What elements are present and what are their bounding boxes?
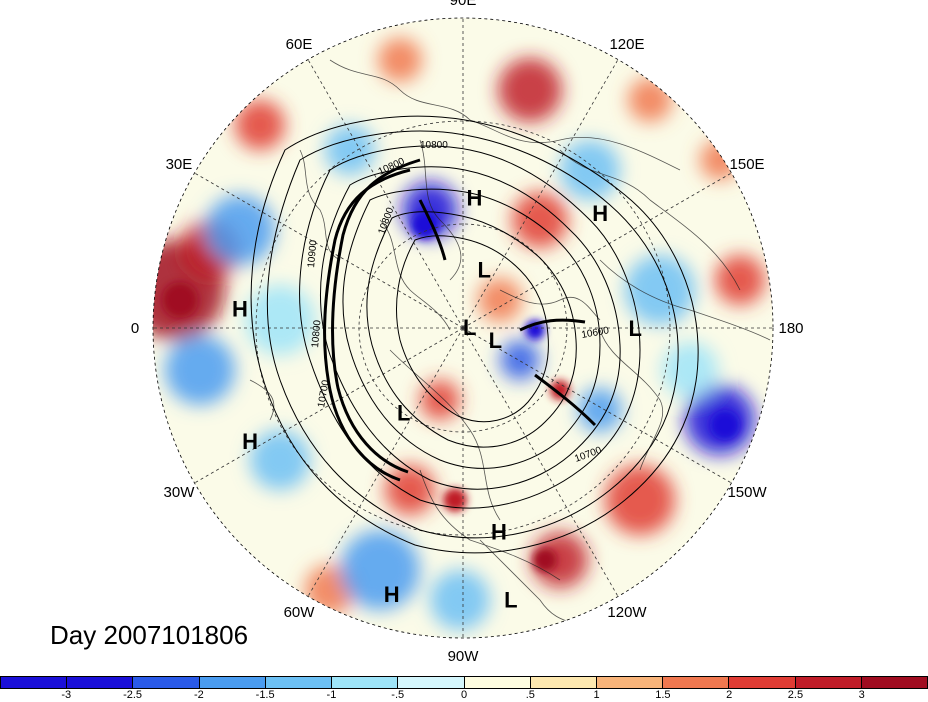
colorbar-tick-label: -3: [61, 689, 72, 701]
high-pressure-marker: H: [491, 520, 507, 545]
colorbar-segment: [67, 677, 134, 688]
colorbar-segment: [861, 677, 928, 688]
grid-lines: [153, 18, 773, 638]
colorbar-tick-label: 1.5: [655, 689, 671, 701]
height-contours: [250, 115, 699, 554]
day-label: Day 2007101806: [50, 620, 249, 650]
colorbar-tick-label: .5: [525, 689, 535, 701]
high-pressure-marker: H: [592, 201, 608, 226]
low-pressure-marker: L: [504, 587, 517, 612]
contour-label: 10700: [316, 379, 332, 409]
colorbar-segment: [795, 677, 862, 688]
colorbar-tick-label: 2: [726, 689, 733, 701]
contour-label: 10800: [420, 140, 448, 151]
colorbar-tick-label: -1: [326, 689, 337, 701]
longitude-label: 30W: [164, 484, 196, 501]
colorbar-tick-label: 1: [593, 689, 600, 701]
longitude-label: 120W: [607, 604, 647, 621]
low-pressure-marker: L: [477, 258, 490, 283]
contour-label: 10900: [306, 239, 319, 268]
contour-label: 10600: [581, 325, 611, 341]
longitude-label: 90W: [448, 648, 480, 665]
longitude-label: 60W: [284, 604, 316, 621]
colorbar-segment: [332, 677, 399, 688]
colorbar-tick-label: -2: [193, 689, 204, 701]
colorbar-segment: [265, 677, 333, 688]
colorbar-segment: [464, 677, 531, 688]
colorbar-segment: [663, 677, 730, 688]
colorbar-tick-label: 2.5: [787, 689, 804, 701]
colorbar-segment: [133, 677, 200, 688]
colorbar-tick-label: -2.5: [123, 689, 143, 701]
colorbar-tick-label: -1.5: [255, 689, 275, 701]
longitude-label: 30E: [166, 156, 193, 173]
longitude-label: 90E: [450, 0, 477, 9]
colorbar: [0, 676, 928, 689]
colorbar-segment: [1, 677, 68, 688]
contour-label: 10800: [310, 319, 323, 348]
low-pressure-marker: L: [489, 328, 502, 353]
high-pressure-marker: H: [384, 582, 400, 607]
low-pressure-marker: L: [628, 316, 641, 341]
high-pressure-marker: H: [242, 429, 258, 454]
high-pressure-marker: H: [232, 296, 248, 321]
longitude-label: 0: [131, 320, 139, 337]
map-boundary: [152, 17, 774, 639]
low-pressure-marker: L: [463, 315, 476, 340]
high-pressure-marker: H: [466, 186, 482, 211]
colorbar-tick-label: -.5: [391, 689, 405, 701]
low-pressure-marker: L: [397, 401, 410, 426]
colorbar-segment: [596, 677, 664, 688]
colorbar-tick-labels: -3 -2.5 -2 -1.5 -1 -.5 0 .5 1 1.5 2 2.5 3: [0, 689, 928, 702]
longitude-label: 180: [778, 320, 803, 337]
colorbar-segment: [530, 677, 597, 688]
colorbar-segment: [729, 677, 796, 688]
colorbar-tick-label: 3: [858, 689, 865, 701]
colorbar-segment: [398, 677, 465, 688]
longitude-label: 150W: [727, 484, 767, 501]
longitude-label: 120E: [609, 36, 644, 53]
longitude-label: 150E: [730, 156, 765, 173]
colorbar-segment: [199, 677, 266, 688]
colorbar-tick-label: 0: [460, 689, 468, 701]
longitude-labels: 90E 60E 30E 0 30W 60W 90W 120W 150W 180 150E 120E: [131, 0, 804, 665]
longitude-label: 60E: [286, 36, 313, 53]
